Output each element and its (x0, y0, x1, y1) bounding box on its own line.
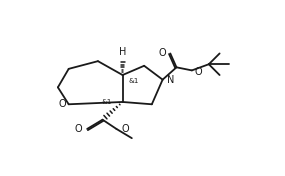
Text: O: O (59, 99, 66, 109)
Text: O: O (75, 124, 83, 134)
Text: &1: &1 (101, 99, 112, 105)
Text: H: H (119, 46, 126, 56)
Text: O: O (121, 124, 129, 134)
Text: O: O (195, 67, 203, 77)
Text: &1: &1 (129, 78, 139, 84)
Text: O: O (159, 48, 166, 58)
Text: N: N (167, 75, 175, 85)
